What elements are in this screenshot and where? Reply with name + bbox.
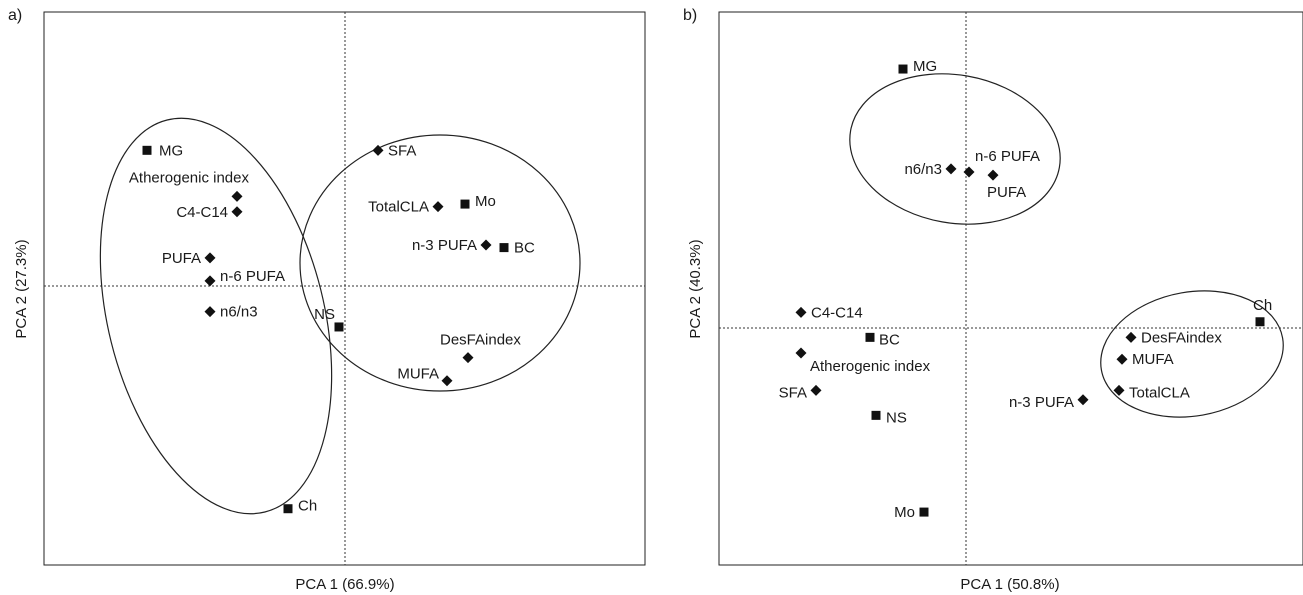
cluster-ellipse-a-right: [299, 134, 581, 392]
point-label-a-ch: Ch: [298, 498, 317, 515]
point-a-sfa: [372, 144, 384, 156]
point-b-sfa: [810, 384, 822, 396]
point-b-desfaindex: [1125, 331, 1137, 343]
point-label-a-n6-n3: n6/n3: [220, 304, 258, 321]
point-b-c4-c14: [795, 306, 807, 318]
point-b-n6-n3: [945, 163, 957, 175]
point-label-a-c4-c14: C4-C14: [176, 204, 228, 221]
cluster-ellipse-b-right: [1100, 290, 1284, 418]
point-b-atherogenic-index: [795, 347, 807, 359]
point-a-n-3-pufa: [480, 239, 492, 251]
x-axis-title-a: PCA 1 (66.9%): [295, 576, 394, 593]
point-label-a-totalcla: TotalCLA: [368, 199, 429, 216]
point-b-bc: [865, 332, 875, 342]
point-b-totalcla: [1113, 384, 1125, 396]
point-label-b-n6-n3: n6/n3: [904, 161, 942, 178]
point-label-a-desfaindex: DesFAindex: [440, 332, 521, 349]
point-a-ns: [334, 322, 344, 332]
point-label-b-mufa: MUFA: [1132, 351, 1174, 368]
point-label-a-mufa: MUFA: [397, 366, 439, 383]
point-a-pufa: [204, 252, 216, 264]
point-label-a-mg: MG: [159, 142, 183, 159]
point-b-mo: [919, 507, 929, 517]
pca-panel-a: a) PCA 1 (66.9%) PCA 2 (27.3%) MG Atherog…: [8, 7, 646, 593]
point-label-b-mg: MG: [913, 58, 937, 75]
point-label-a-n-3-pufa: n-3 PUFA: [412, 237, 477, 254]
point-label-a-bc: BC: [514, 240, 535, 257]
point-label-b-c4-c14: C4-C14: [811, 304, 863, 321]
point-b-ch: [1255, 317, 1265, 327]
point-a-ch: [283, 504, 293, 514]
point-label-a-atherogenic-index: Atherogenic index: [129, 169, 250, 186]
plot-frame-b: [718, 11, 1303, 566]
panel-label-b: b): [683, 7, 697, 24]
point-a-n6-n3: [204, 306, 216, 318]
panel-label-a: a): [8, 7, 22, 24]
point-label-b-totalcla: TotalCLA: [1129, 384, 1190, 401]
point-label-b-pufa: PUFA: [987, 184, 1026, 201]
point-label-b-bc: BC: [879, 331, 900, 348]
point-b-mg: [898, 64, 908, 74]
point-a-mo: [460, 199, 470, 209]
data-points-a: MG Atherogenic index C4-C14 PUFA n-6 PUFA n6/…: [129, 142, 535, 514]
point-a-bc: [499, 243, 509, 253]
point-b-n-6-pufa: [963, 166, 975, 178]
cluster-ellipse-b-top: [849, 73, 1061, 225]
point-label-a-pufa: PUFA: [162, 250, 201, 267]
point-b-mufa: [1116, 353, 1128, 365]
point-label-b-desfaindex: DesFAindex: [1141, 329, 1222, 346]
x-axis-title-b: PCA 1 (50.8%): [960, 576, 1059, 593]
point-label-b-mo: Mo: [894, 504, 915, 521]
point-a-c4-c14: [231, 206, 243, 218]
point-label-b-ch: Ch: [1253, 297, 1272, 314]
y-axis-title-a: PCA 2 (27.3%): [13, 239, 30, 338]
point-a-totalcla: [432, 201, 444, 213]
point-b-ns: [871, 410, 881, 420]
point-label-b-n-6-pufa: n-6 PUFA: [975, 148, 1040, 165]
point-b-n-3-pufa: [1077, 394, 1089, 406]
point-a-desfaindex: [462, 352, 474, 364]
data-points-b: MG n6/n3 n-6 PUFA PUFA Ch DesFAindex MUFA Total…: [779, 58, 1273, 521]
y-axis-title-b: PCA 2 (40.3%): [687, 239, 704, 338]
point-label-b-ns: NS: [886, 409, 907, 426]
point-label-a-n-6-pufa: n-6 PUFA: [220, 268, 285, 285]
point-label-b-sfa: SFA: [779, 384, 807, 401]
point-a-mg: [142, 145, 152, 155]
point-label-a-ns: NS: [314, 306, 335, 323]
point-label-b-n-3-pufa: n-3 PUFA: [1009, 394, 1074, 411]
point-label-b-atherogenic-index: Atherogenic index: [810, 358, 931, 375]
point-label-a-mo: Mo: [475, 193, 496, 210]
point-label-a-sfa: SFA: [388, 142, 416, 159]
cluster-ellipse-a-left: [99, 117, 333, 515]
point-a-mufa: [441, 375, 453, 387]
point-a-n-6-pufa: [204, 275, 216, 287]
point-a-atherogenic-index: [231, 190, 243, 202]
point-b-pufa: [987, 169, 999, 181]
pca-panel-b: b) PCA 1 (50.8%) PCA 2 (40.3%) MG n6/n3 n-…: [683, 7, 1303, 593]
